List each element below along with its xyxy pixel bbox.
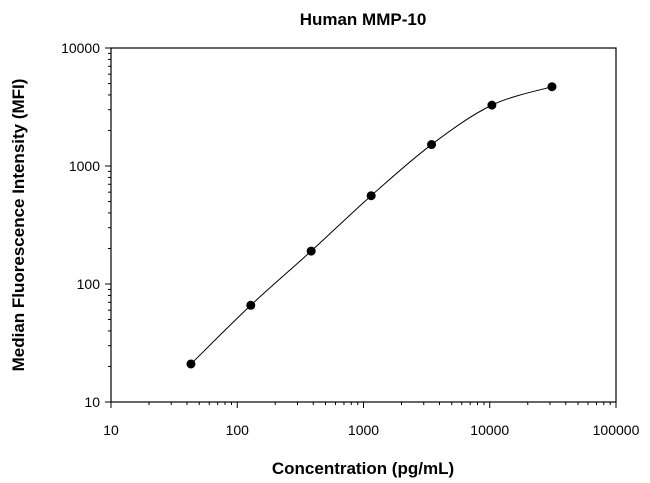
fit-curve [190, 86, 553, 365]
x-tick-labels: 10 100 1000 10000 100000 [103, 422, 639, 438]
y-tick-label: 1000 [69, 158, 100, 174]
x-tick-label: 100 [226, 422, 250, 438]
chart-title: Human MMP-10 [300, 10, 427, 29]
data-point [487, 100, 497, 110]
x-tick-label: 10000 [470, 422, 509, 438]
axis-ticks [105, 47, 617, 408]
x-tick-label: 10 [103, 422, 119, 438]
data-point [366, 191, 376, 201]
data-point [186, 359, 196, 369]
y-axis-label: Median Fluorescence Intensity (MFI) [9, 79, 28, 372]
data-point [246, 300, 256, 310]
x-axis-label: Concentration (pg/mL) [272, 459, 454, 478]
y-tick-label: 10 [84, 394, 100, 410]
data-point [427, 140, 437, 150]
plot-frame [110, 47, 617, 403]
data-point [306, 246, 316, 256]
data-point [547, 82, 557, 92]
y-tick-label: 100 [77, 276, 101, 292]
y-tick-labels: 10 100 1000 10000 [61, 40, 100, 410]
x-tick-label: 1000 [348, 422, 379, 438]
x-tick-label: 100000 [593, 422, 640, 438]
y-tick-label: 10000 [61, 40, 100, 56]
data-points [186, 82, 557, 369]
